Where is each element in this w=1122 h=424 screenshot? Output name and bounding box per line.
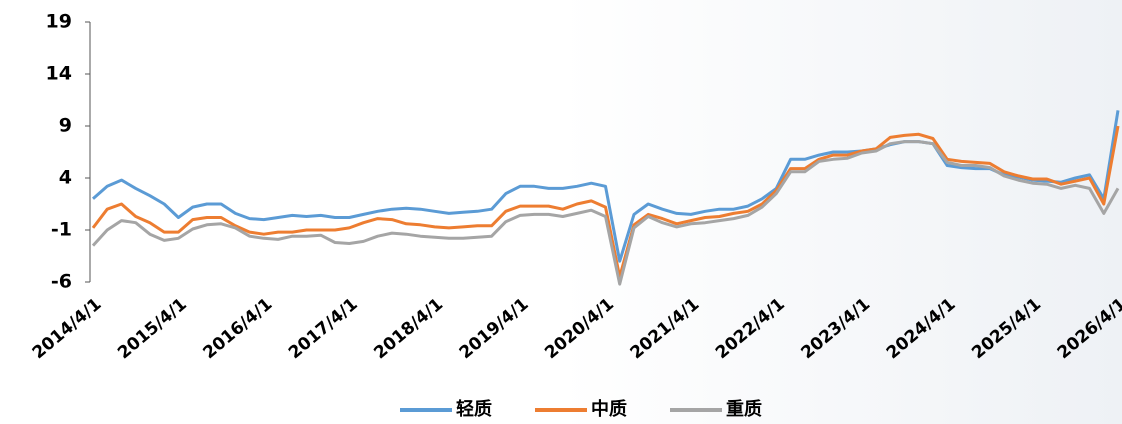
y-tick-label: 9 <box>59 115 72 137</box>
y-tick-label: 14 <box>46 63 72 85</box>
legend-label: 中质 <box>591 398 627 420</box>
y-tick-label: -1 <box>51 219 72 241</box>
legend-label: 重质 <box>726 398 762 420</box>
series-line <box>92 110 1120 263</box>
y-tick-label: -6 <box>51 271 72 293</box>
y-tick-label: 4 <box>59 167 72 189</box>
legend-label: 轻质 <box>456 398 492 420</box>
y-tick-label: 19 <box>46 11 72 33</box>
series-line <box>91 125 1120 279</box>
series-line <box>91 140 1120 286</box>
